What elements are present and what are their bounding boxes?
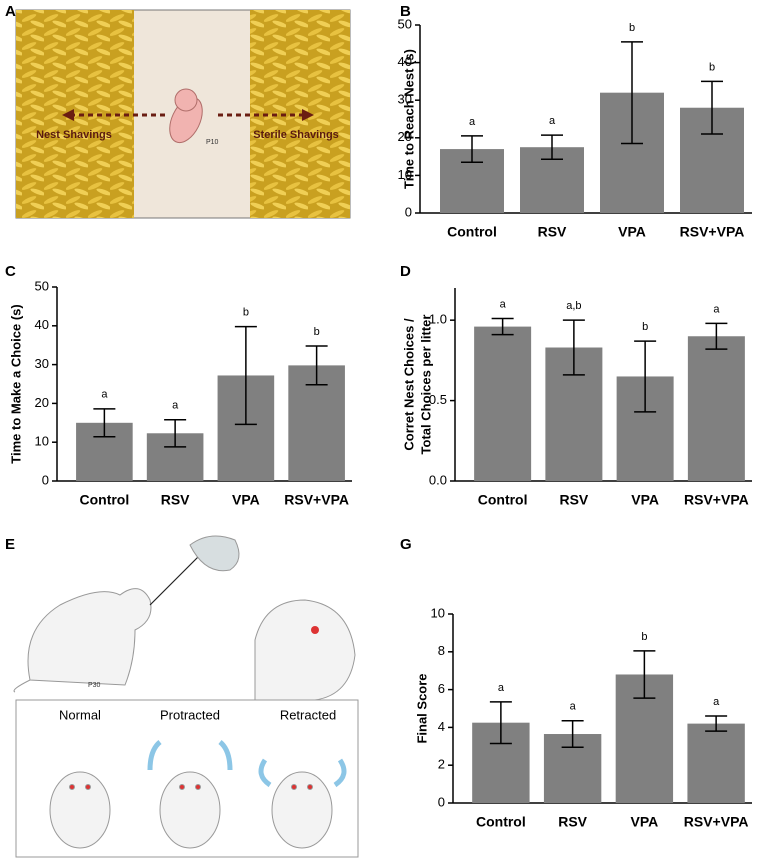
x-tick-label: RSV <box>161 492 190 508</box>
significance-label: a <box>549 115 556 127</box>
y-tick-label: 4 <box>438 719 445 734</box>
y-tick-label: 0.5 <box>429 392 447 407</box>
x-tick-label: Control <box>476 814 526 830</box>
significance-label: a <box>469 116 476 128</box>
panel-label: G <box>400 536 412 553</box>
significance-label: a <box>172 400 179 412</box>
significance-label: a <box>498 682 505 694</box>
error-bar <box>705 715 728 732</box>
y-tick-label: 30 <box>398 92 412 107</box>
x-tick-label: Control <box>79 492 129 508</box>
error-bar <box>701 80 723 135</box>
y-tick-label: 50 <box>398 16 412 31</box>
y-axis-label: Total Choices per litter <box>418 315 433 455</box>
y-tick-label: 30 <box>35 356 49 371</box>
significance-label: a <box>570 701 577 713</box>
nest-illustration: Nest Shavings Sterile Shavings P10 <box>15 9 351 219</box>
y-tick-label: 0 <box>42 472 49 487</box>
error-bar <box>562 319 585 376</box>
y-tick-label: 0 <box>438 794 445 809</box>
sterile-label: Sterile Shavings <box>253 129 339 141</box>
panel-label: A <box>5 3 16 20</box>
y-tick-label: 50 <box>35 278 49 293</box>
y-tick-label: 10 <box>431 605 445 620</box>
significance-label: a <box>500 298 507 310</box>
y-tick-label: 2 <box>438 757 445 772</box>
error-bar <box>705 322 728 350</box>
x-tick-label: VPA <box>618 224 646 240</box>
error-bar <box>305 345 328 386</box>
y-axis-label: Time to Reach Nest (s) <box>401 49 416 189</box>
bar <box>474 326 532 481</box>
significance-label: b <box>629 22 635 34</box>
significance-label: b <box>314 326 320 338</box>
error-bar <box>491 317 514 336</box>
significance-label: b <box>709 61 715 73</box>
y-axis-label: Corret Nest Choices / <box>401 318 416 451</box>
whisker-test-illustration: P30 <box>13 535 356 701</box>
state-label: Normal <box>59 707 101 722</box>
significance-label: b <box>642 321 648 333</box>
y-tick-label: 0.0 <box>429 472 447 487</box>
x-tick-label: Control <box>447 224 497 240</box>
error-bar <box>561 720 584 748</box>
x-tick-label: VPA <box>232 492 260 508</box>
x-tick-label: RSV <box>559 492 588 508</box>
error-bar <box>461 135 483 163</box>
x-tick-label: RSV <box>538 224 567 240</box>
error-bar <box>234 325 257 426</box>
y-tick-label: 1.0 <box>429 312 447 327</box>
y-axis-label: Time to Make a Choice (s) <box>8 304 23 463</box>
adult-age: P30 <box>88 682 101 689</box>
y-tick-label: 10 <box>35 434 49 449</box>
error-bar <box>621 41 643 145</box>
bar <box>687 336 745 481</box>
significance-label: a <box>713 303 720 315</box>
x-tick-label: RSV+VPA <box>284 492 349 508</box>
error-bar <box>634 340 657 413</box>
x-tick-label: VPA <box>631 814 659 830</box>
y-axis-label: Final Score <box>414 673 429 743</box>
significance-label: a <box>713 696 720 708</box>
significance-label: b <box>243 306 249 318</box>
y-tick-label: 20 <box>398 129 412 144</box>
panel-label: B <box>400 3 411 20</box>
error-bar <box>633 650 656 699</box>
x-tick-label: RSV <box>558 814 587 830</box>
nest-label: Nest Shavings <box>36 129 112 141</box>
state-label: Protracted <box>160 707 220 722</box>
y-tick-label: 10 <box>398 167 412 182</box>
x-tick-label: RSV+VPA <box>684 492 749 508</box>
whisker-states: Normal Protracted Retracted <box>15 699 359 858</box>
error-bar <box>93 408 116 438</box>
significance-label: a <box>101 389 108 401</box>
x-tick-label: Control <box>478 492 528 508</box>
error-bar <box>489 701 512 745</box>
panel-label: D <box>400 263 411 280</box>
error-bar <box>164 418 187 448</box>
x-tick-label: VPA <box>631 492 659 508</box>
x-tick-label: RSV+VPA <box>680 224 745 240</box>
y-tick-label: 6 <box>438 681 445 696</box>
significance-label: b <box>641 631 647 643</box>
y-tick-label: 0 <box>405 204 412 219</box>
panel-label: E <box>5 536 15 553</box>
state-label: Retracted <box>280 707 336 722</box>
pup-age: P10 <box>206 139 219 146</box>
y-tick-label: 20 <box>35 395 49 410</box>
y-tick-label: 40 <box>35 317 49 332</box>
panel-label: C <box>5 263 16 280</box>
y-tick-label: 8 <box>438 643 445 658</box>
x-tick-label: RSV+VPA <box>684 814 749 830</box>
y-tick-label: 40 <box>398 54 412 69</box>
bar <box>687 723 745 803</box>
significance-label: a,b <box>566 300 581 312</box>
error-bar <box>541 134 563 160</box>
